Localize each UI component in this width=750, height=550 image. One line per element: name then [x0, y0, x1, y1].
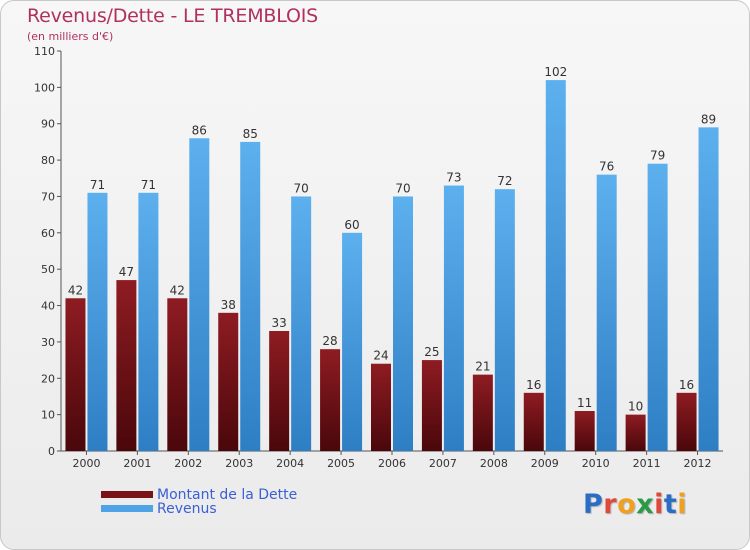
x-tick-label: 2003 [225, 457, 253, 470]
data-label-revenue: 86 [192, 123, 207, 137]
logo-letter: P [583, 489, 604, 520]
y-tick-label: 70 [41, 190, 55, 203]
x-tick-label: 2012 [684, 457, 712, 470]
bar-revenue [596, 174, 617, 452]
bar-revenue [494, 189, 515, 451]
bar-debt [320, 349, 341, 451]
bar-debt [523, 392, 544, 451]
bar-debt [371, 363, 391, 451]
data-label-debt: 16 [526, 378, 541, 392]
y-tick-label: 30 [41, 336, 55, 349]
y-tick-label: 60 [41, 227, 55, 240]
proxiti-logo: Proxiti [583, 489, 687, 520]
bar-revenue [87, 192, 108, 451]
data-label-revenue: 102 [544, 65, 567, 79]
bar-debt [65, 298, 86, 451]
data-label-debt: 24 [373, 349, 388, 363]
data-label-debt: 11 [577, 396, 592, 410]
y-tick-label: 80 [41, 154, 55, 167]
data-label-revenue: 71 [90, 178, 105, 192]
data-label-revenue: 73 [446, 171, 461, 185]
x-tick-label: 2002 [174, 457, 202, 470]
bar-revenue [291, 196, 312, 451]
x-tick-label: 2008 [480, 457, 508, 470]
y-tick-label: 20 [41, 372, 55, 385]
bar-revenue [545, 80, 566, 451]
x-tick-label: 2007 [429, 457, 457, 470]
logo-letter: r [603, 489, 618, 520]
bar-debt [167, 298, 188, 451]
bar-revenue [138, 192, 159, 451]
data-label-revenue: 76 [599, 160, 614, 174]
bar-debt [472, 374, 493, 451]
bar-revenue [698, 127, 719, 451]
data-label-debt: 42 [68, 283, 83, 297]
bar-debt [218, 312, 239, 451]
x-tick-label: 2006 [378, 457, 406, 470]
y-tick-label: 100 [34, 81, 55, 94]
data-label-debt: 47 [119, 265, 134, 279]
logo-letter: i [677, 489, 688, 520]
x-tick-label: 2011 [633, 457, 661, 470]
data-label-revenue: 89 [701, 112, 716, 126]
x-tick-label: 2009 [531, 457, 559, 470]
data-label-debt: 16 [679, 378, 694, 392]
data-label-debt: 25 [424, 345, 439, 359]
x-tick-label: 2000 [72, 457, 100, 470]
legend-swatch-revenue [101, 505, 153, 512]
data-label-revenue: 85 [243, 127, 258, 141]
bar-revenue [393, 196, 413, 451]
chart-subtitle: (en milliers d'€) [27, 30, 114, 43]
bar-revenue [443, 185, 464, 451]
x-tick-label: 2001 [123, 457, 151, 470]
legend-label-debt: Montant de la Dette [157, 487, 298, 503]
data-labels: 42 71 47 71 42 86 38 85 33 70 28 60 24 70 25 73 21 72 16 10… [68, 65, 716, 414]
bar-debt [625, 414, 646, 451]
data-label-revenue: 70 [294, 181, 309, 195]
legend-swatch-debt [101, 491, 153, 498]
bar-revenue [342, 232, 363, 451]
logo-letter: t [663, 489, 678, 520]
x-tick-label: 2004 [276, 457, 304, 470]
bars [65, 80, 719, 452]
data-label-debt: 38 [221, 298, 236, 312]
bar-debt [676, 392, 697, 451]
y-tick-label: 10 [41, 409, 55, 422]
logo-letter: o [617, 489, 637, 520]
data-label-debt: 21 [475, 360, 490, 374]
x-tick-label: 2010 [582, 457, 610, 470]
bar-revenue [240, 141, 261, 451]
logo-letter: x [636, 489, 655, 520]
data-label-debt: 42 [170, 283, 185, 297]
chart-title: Revenus/Dette - LE TREMBLOIS [27, 5, 318, 27]
data-label-debt: 28 [322, 334, 337, 348]
data-label-revenue: 71 [141, 178, 156, 192]
bar-debt [116, 280, 137, 451]
bar-debt [269, 331, 290, 451]
x-tick-label: 2005 [327, 457, 355, 470]
y-tick-label: 110 [34, 45, 55, 58]
bar-debt [574, 411, 595, 451]
bar-revenue [189, 138, 210, 452]
logo-letter: i [654, 489, 664, 520]
data-label-debt: 10 [628, 400, 643, 414]
data-label-revenue: 79 [650, 149, 665, 163]
data-label-debt: 33 [272, 316, 287, 330]
y-tick-label: 50 [41, 263, 55, 276]
y-tick-label: 40 [41, 300, 55, 313]
data-label-revenue: 72 [497, 174, 512, 188]
data-label-revenue: 60 [344, 218, 359, 232]
bar-revenue [647, 163, 668, 451]
bar-debt [421, 360, 442, 451]
data-label-revenue: 70 [395, 181, 410, 195]
legend-label-revenue: Revenus [157, 501, 217, 517]
y-tick-label: 0 [48, 445, 55, 458]
y-tick-label: 90 [41, 118, 55, 131]
